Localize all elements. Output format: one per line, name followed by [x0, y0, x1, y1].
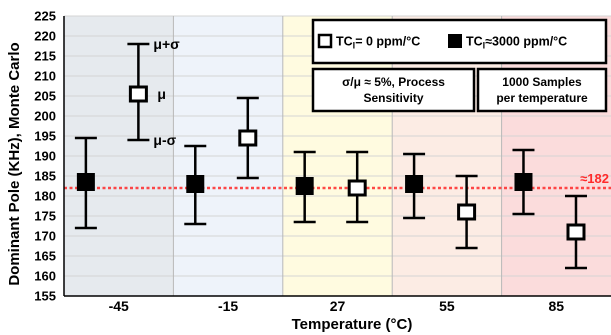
- note-line: σ/μ ≈ 5%, Process: [342, 75, 445, 89]
- x-tick-label: 27: [330, 298, 346, 314]
- note-box: [311, 67, 476, 113]
- mean-marker-open: [128, 85, 148, 103]
- y-tick-label: 155: [34, 289, 56, 304]
- y-tick-label: 215: [34, 49, 56, 64]
- y-tick-label: 225: [34, 9, 56, 24]
- mean-marker-open: [457, 203, 477, 221]
- reference-line-group: ≈182: [64, 171, 611, 190]
- mean-marker-filled: [514, 173, 533, 191]
- note-box: [476, 67, 608, 113]
- mean-marker-open: [238, 129, 258, 147]
- y-tick-label: 210: [34, 69, 56, 84]
- axes: 155 160 165 170 175 180 185 190 195 200 205 210 215 2…: [34, 9, 611, 314]
- y-tick-label: 175: [34, 209, 56, 224]
- x-tick-label: 85: [549, 298, 565, 314]
- mean-marker-open: [566, 223, 586, 241]
- y-tick-label: 185: [34, 169, 56, 184]
- y-tick-label: 220: [34, 29, 56, 44]
- y-tick-label: 195: [34, 129, 56, 144]
- chart-marks: μ+σ μ μ-σ: [74, 36, 587, 270]
- series-tc-0ppm: [127, 42, 587, 270]
- mean-marker-filled: [405, 175, 424, 193]
- mean-marker-filled: [76, 173, 95, 191]
- y-tick-label: 160: [34, 269, 56, 284]
- annotation-mu: μ: [157, 86, 166, 102]
- legend-marker-filled: [448, 34, 462, 48]
- mean-marker-open: [347, 179, 367, 197]
- mean-marker-filled: [295, 177, 314, 195]
- legend-entry-label: TCl≈3000 ppm/°C: [466, 35, 567, 51]
- x-tick-label: -15: [218, 298, 238, 314]
- annotation-mu-minus-sigma: μ-σ: [153, 132, 176, 148]
- note-line: 1000 Samples: [502, 75, 582, 89]
- annotation-mu-plus-sigma: μ+σ: [153, 36, 180, 52]
- mean-marker-filled: [186, 175, 205, 193]
- x-tick-label: 55: [439, 298, 455, 314]
- notes: σ/μ ≈ 5%, Process Sensitivity 1000 Samples…: [311, 67, 608, 113]
- legend-entry-label: TCl= 0 ppm/°C: [336, 35, 420, 51]
- series-tc-3000ppm: [74, 136, 535, 230]
- x-axis-title: Temperature (°C): [292, 316, 413, 333]
- x-tick-label: -45: [109, 298, 129, 314]
- y-tick-label: 190: [34, 149, 56, 164]
- y-tick-label: 180: [34, 189, 56, 204]
- reference-line-label: ≈182: [580, 171, 609, 186]
- y-tick-label: 200: [34, 109, 56, 124]
- legend-marker-open: [317, 33, 333, 49]
- note-line: per temperature: [496, 91, 588, 105]
- y-tick-label: 205: [34, 89, 56, 104]
- y-axis-title: Dominant Pole (KHz), Monte Carlo: [6, 42, 23, 285]
- y-tick-label: 170: [34, 229, 56, 244]
- legend: TCl= 0 ppm/°C TCl≈3000 ppm/°C: [311, 18, 608, 65]
- y-tick-label: 165: [34, 249, 56, 264]
- note-line: Sensitivity: [363, 91, 423, 105]
